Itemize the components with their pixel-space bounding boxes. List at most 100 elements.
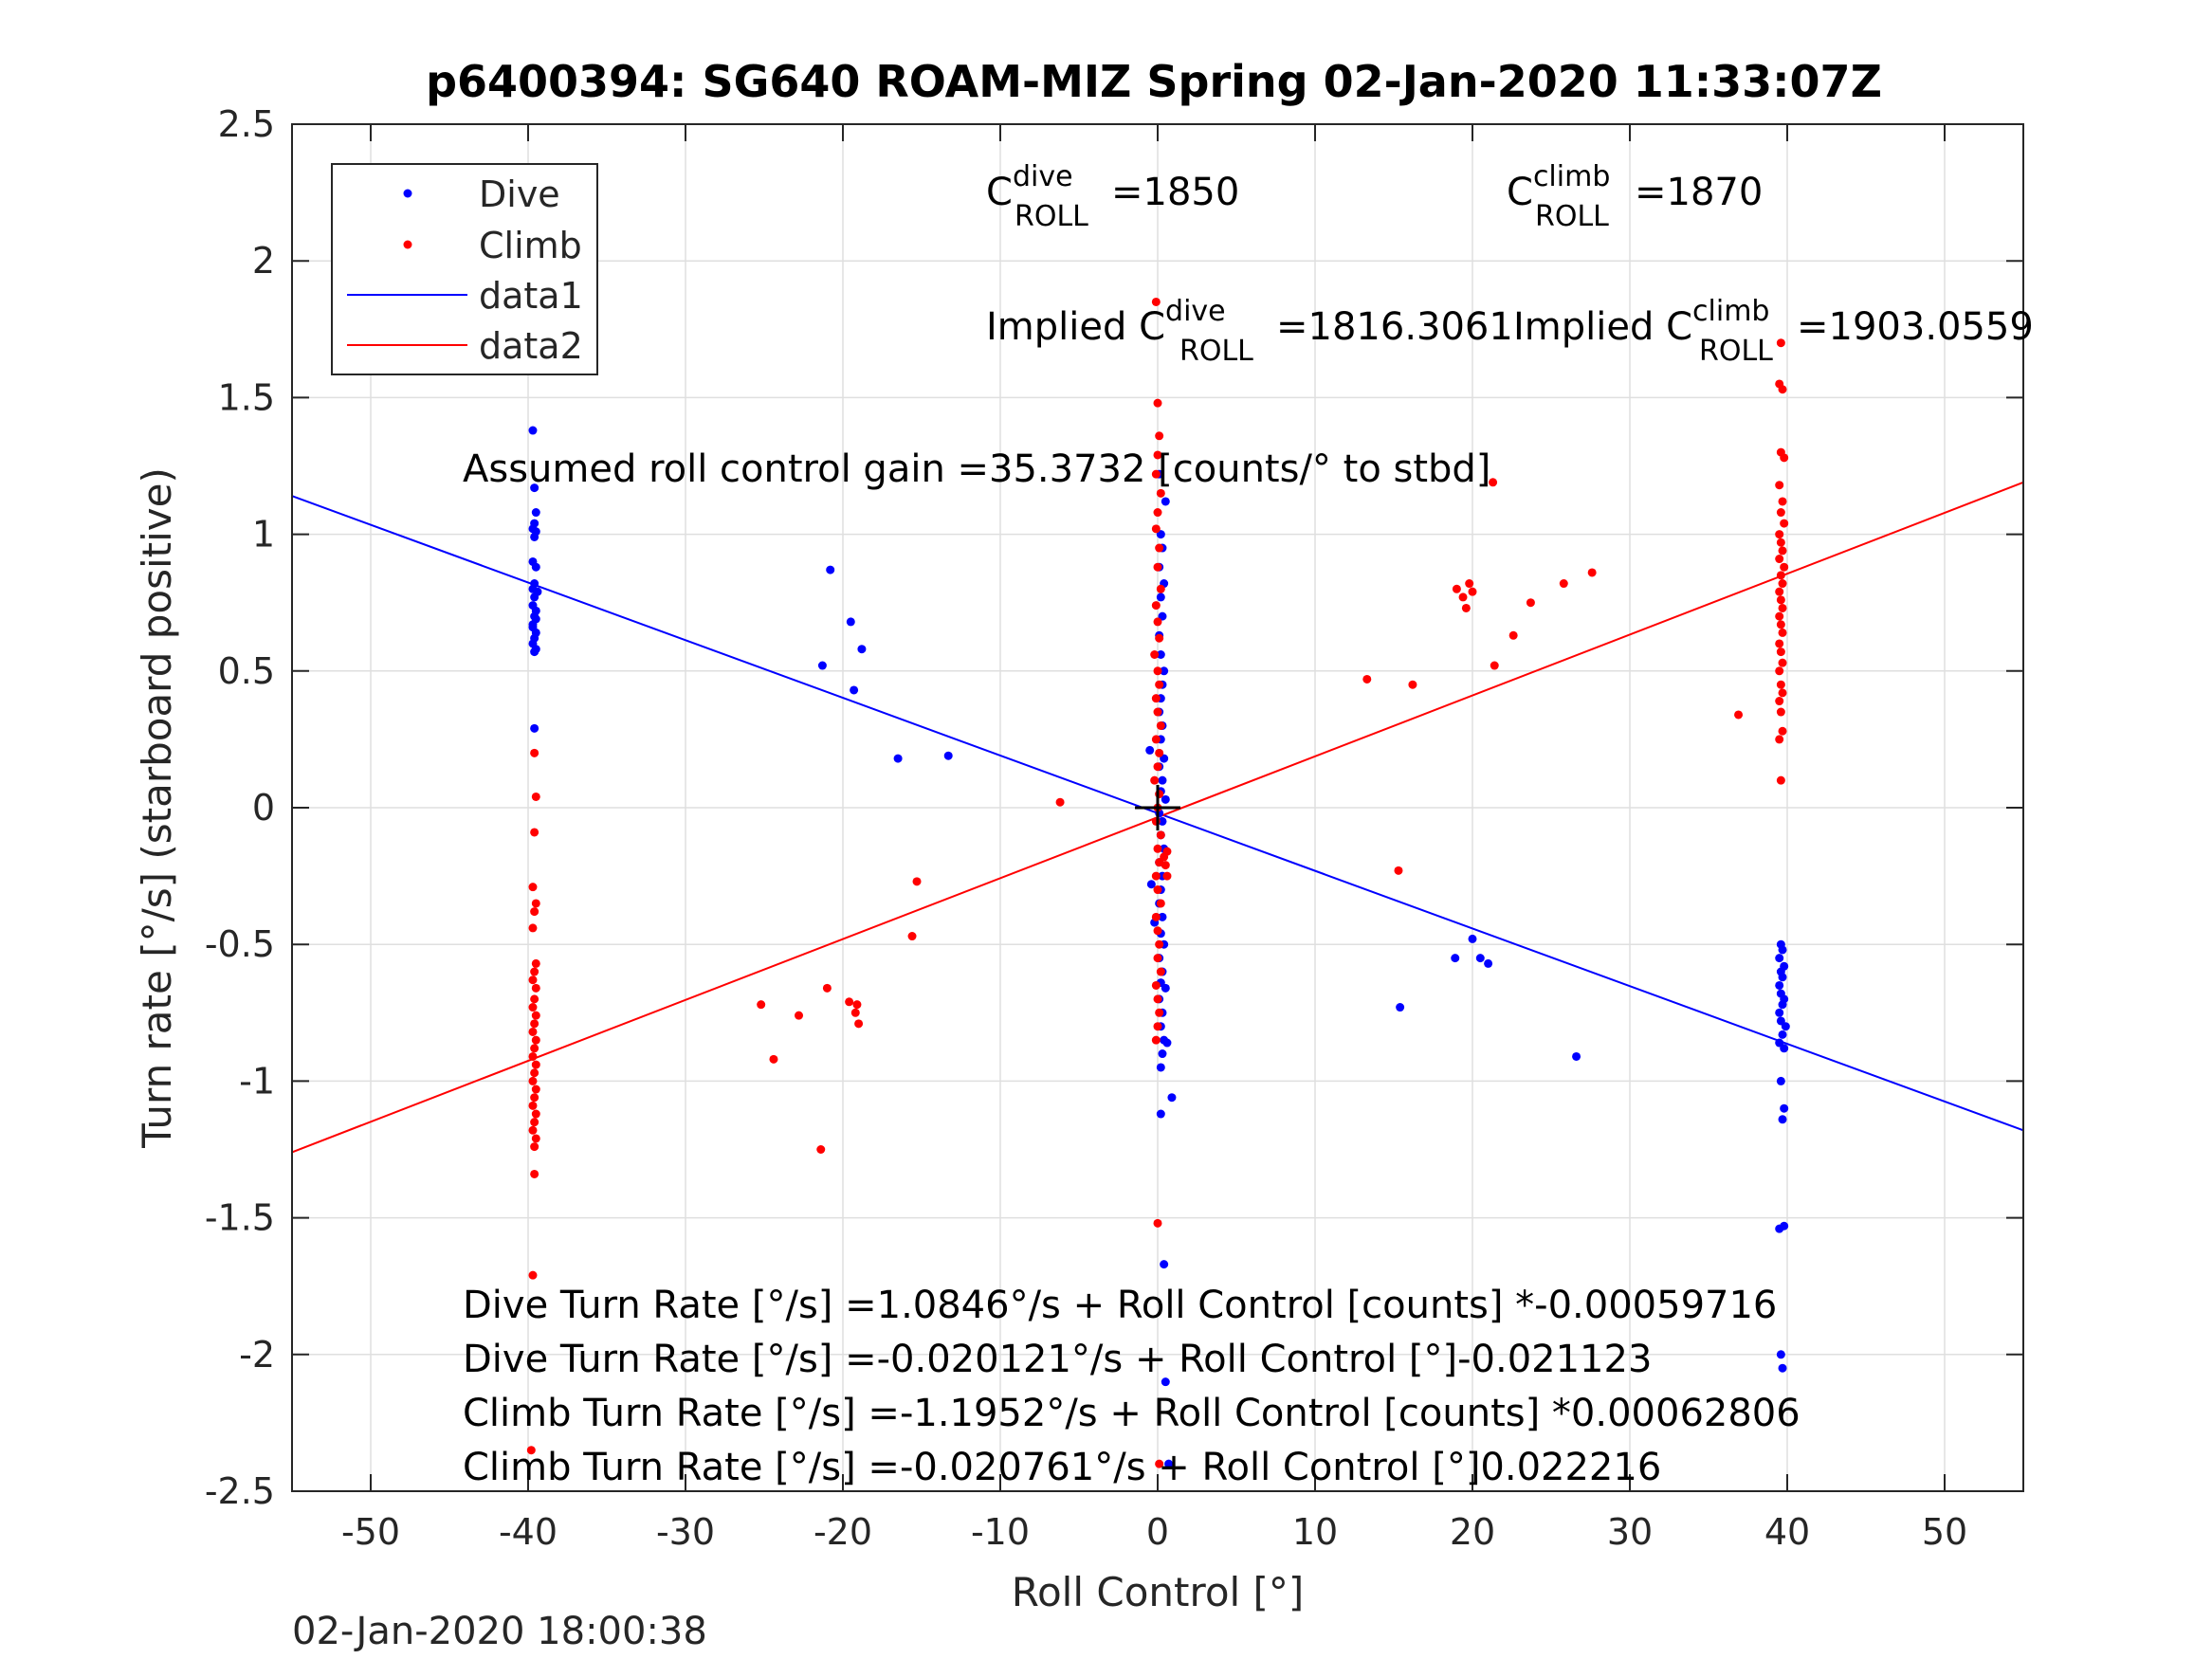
point-climb xyxy=(531,899,540,908)
point-dive xyxy=(1160,666,1169,676)
point-dive xyxy=(893,754,903,763)
point-climb xyxy=(530,828,539,837)
point-climb xyxy=(528,883,538,892)
x-tick-label: -30 xyxy=(656,1511,715,1553)
point-dive xyxy=(1572,1051,1581,1061)
point-dive xyxy=(1158,1049,1167,1059)
point-dive xyxy=(1781,1022,1790,1031)
chart-title: p6400394: SG640 ROAM-MIZ Spring 02-Jan-2… xyxy=(426,56,1882,107)
legend-label-data1: data1 xyxy=(479,275,583,317)
point-dive xyxy=(531,508,540,518)
y-axis-label: Turn rate [°/s] (starboard positive) xyxy=(134,467,180,1149)
point-climb xyxy=(1155,543,1164,553)
point-climb xyxy=(531,1035,540,1045)
point-climb xyxy=(1778,603,1787,612)
legend-box xyxy=(331,163,598,375)
point-climb xyxy=(1155,1008,1164,1017)
point-climb xyxy=(528,1003,538,1012)
point-climb xyxy=(1151,871,1161,881)
point-climb xyxy=(845,997,854,1007)
point-climb xyxy=(1776,538,1785,547)
point-climb xyxy=(1778,546,1787,556)
point-dive xyxy=(1778,1030,1787,1039)
point-dive xyxy=(1451,954,1460,963)
point-dive xyxy=(1160,1260,1169,1269)
origin-marker xyxy=(1135,785,1180,830)
point-climb xyxy=(850,1008,860,1017)
point-climb xyxy=(1778,658,1787,667)
point-climb xyxy=(1153,994,1162,1004)
x-axis-label: Roll Control [°] xyxy=(1012,1569,1305,1615)
point-climb xyxy=(1151,601,1161,611)
point-climb xyxy=(1776,571,1785,580)
point-climb xyxy=(1153,885,1162,895)
point-climb xyxy=(1155,748,1164,757)
point-dive xyxy=(1161,1377,1170,1387)
point-climb xyxy=(854,1019,864,1029)
point-climb xyxy=(1778,497,1787,506)
legend-label-data2: data2 xyxy=(479,325,583,367)
point-dive xyxy=(1146,880,1156,889)
point-dive xyxy=(531,614,540,624)
point-climb xyxy=(531,1109,540,1119)
point-climb xyxy=(531,958,540,968)
point-dive xyxy=(943,751,953,760)
point-climb xyxy=(1155,431,1164,441)
point-climb xyxy=(530,1169,539,1178)
point-climb xyxy=(1526,598,1535,608)
point-climb xyxy=(1155,939,1164,949)
point-climb xyxy=(816,1145,826,1154)
point-dive xyxy=(1161,983,1170,993)
point-dive xyxy=(1161,794,1170,804)
point-climb xyxy=(531,792,540,801)
x-tick-label: -40 xyxy=(499,1511,558,1553)
point-dive xyxy=(1775,980,1784,990)
point-climb xyxy=(528,1076,538,1085)
point-climb xyxy=(530,907,539,917)
legend-marker-climb xyxy=(403,240,412,249)
point-climb xyxy=(912,877,922,886)
point-dive xyxy=(1776,1350,1785,1359)
annotation-implied-climb: Implied Cclimb ROLL=1903.0559 xyxy=(1513,295,2034,368)
point-climb xyxy=(1778,628,1787,637)
point-climb xyxy=(1490,661,1499,670)
point-climb xyxy=(1734,710,1744,720)
point-climb xyxy=(1489,478,1498,487)
point-climb xyxy=(530,1044,539,1053)
footer-timestamp: 02-Jan-2020 18:00:38 xyxy=(292,1610,707,1653)
point-dive xyxy=(846,617,855,627)
point-climb xyxy=(1775,666,1784,676)
x-tick-label: 20 xyxy=(1450,1511,1495,1553)
y-tick-label: 2 xyxy=(252,240,275,282)
point-climb xyxy=(1153,762,1162,772)
point-dive xyxy=(1158,775,1167,785)
point-climb xyxy=(1465,579,1474,589)
point-climb xyxy=(1153,954,1162,963)
point-climb xyxy=(528,923,538,933)
point-climb xyxy=(1776,707,1785,717)
point-climb xyxy=(1458,592,1468,602)
point-climb xyxy=(1587,568,1597,577)
point-climb xyxy=(1151,524,1161,534)
point-climb xyxy=(1151,469,1161,479)
point-dive xyxy=(1780,1221,1789,1231)
annotation-c-roll-climb: Cclimb ROLL=1870 xyxy=(1507,160,1763,233)
point-climb xyxy=(1780,562,1789,572)
point-climb xyxy=(1156,899,1165,908)
point-climb xyxy=(1153,617,1162,627)
axis-ticks: -50 -40 -30 -20 -10 0 10 20 30 40 50-2.5-2-1.5-1-0… xyxy=(205,103,2023,1553)
point-climb xyxy=(1776,595,1785,605)
point-climb xyxy=(1559,579,1568,589)
point-climb xyxy=(907,932,917,941)
point-climb xyxy=(528,1027,538,1036)
point-climb xyxy=(1151,735,1161,744)
annotation-equation-3: Climb Turn Rate [°/s] =-1.1952°/s + Roll… xyxy=(463,1392,1801,1435)
point-dive xyxy=(1158,912,1167,921)
point-dive xyxy=(1778,1363,1787,1373)
x-tick-label: 0 xyxy=(1146,1511,1169,1553)
point-climb xyxy=(1153,508,1162,518)
point-climb xyxy=(1151,1035,1161,1045)
point-climb xyxy=(530,1118,539,1127)
point-climb xyxy=(1776,775,1785,785)
